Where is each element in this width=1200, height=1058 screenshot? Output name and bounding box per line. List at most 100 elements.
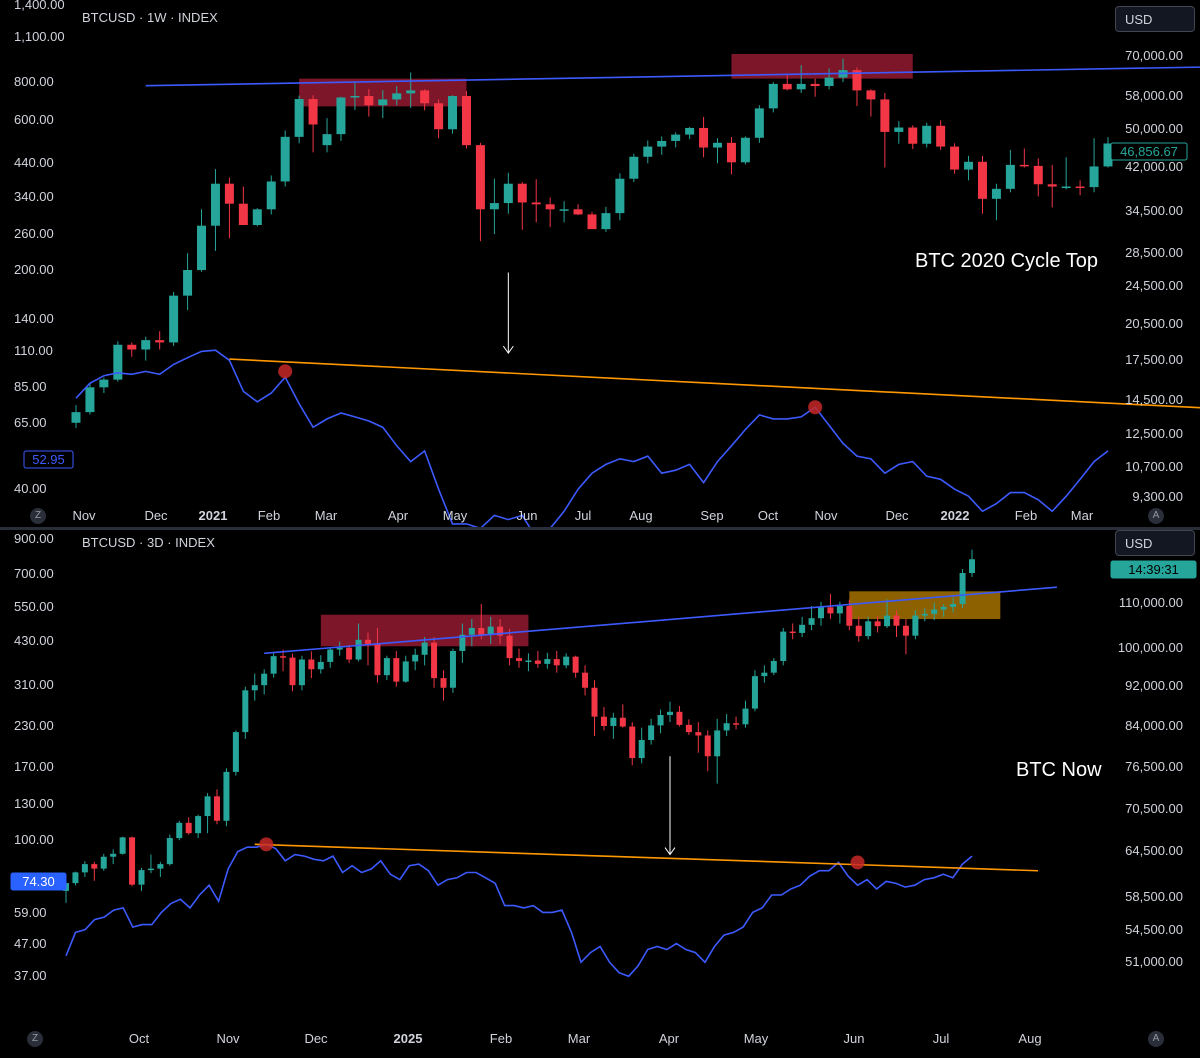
- candle-body: [475, 145, 485, 210]
- candle-body: [754, 108, 764, 138]
- x-axis-label: Mar: [568, 1031, 591, 1046]
- left-axis-tick-label: 130.00: [14, 796, 54, 811]
- candle-body: [478, 627, 485, 635]
- candle-body: [824, 77, 834, 87]
- candle-body: [110, 853, 117, 857]
- candle-body: [183, 270, 193, 296]
- candle-body: [85, 387, 95, 413]
- zoom-reset-icon[interactable]: Z: [27, 1031, 43, 1047]
- right-axis-tick-label: 84,000.00: [1125, 718, 1183, 733]
- candle-body: [936, 125, 946, 147]
- left-axis-tick-label: 170.00: [14, 759, 54, 774]
- candle-body: [782, 83, 792, 90]
- last-price-label: 14:39:31: [1128, 562, 1179, 577]
- candle-body: [355, 639, 362, 660]
- three-day-chart-canvas[interactable]: 900.00 700.00 550.00 430.00 310.00 230.00 170.…: [0, 530, 1200, 1053]
- candle-body: [846, 606, 853, 626]
- candle-body: [671, 134, 681, 141]
- candle-body: [964, 161, 974, 170]
- x-axis-label: May: [744, 1031, 769, 1046]
- right-axis-tick-label: 64,500.00: [1125, 843, 1183, 858]
- candle-body: [610, 717, 617, 726]
- candle-body: [1075, 186, 1085, 189]
- candle-body: [629, 156, 639, 179]
- rsi-line: [75, 349, 1109, 539]
- candle-body: [72, 872, 79, 884]
- x-axis-label: Jun: [844, 1031, 865, 1046]
- candle-body: [251, 685, 258, 691]
- candle-body: [346, 647, 353, 660]
- candle-body: [383, 658, 390, 676]
- currency-button[interactable]: USD: [1115, 6, 1195, 32]
- candle-body: [242, 690, 249, 733]
- x-axis-label: Mar: [315, 508, 338, 523]
- right-axis-tick-label: 20,500.00: [1125, 316, 1183, 331]
- last-price-label: 46,856.67: [1120, 144, 1178, 159]
- auto-scale-icon[interactable]: A: [1148, 1031, 1164, 1047]
- candle-body: [657, 140, 667, 147]
- x-axis-label: Feb: [490, 1031, 512, 1046]
- candle-body: [497, 626, 504, 636]
- pane-divider[interactable]: [0, 527, 1200, 530]
- candle-body: [761, 672, 768, 677]
- candle-body: [322, 134, 332, 146]
- candle-body: [940, 606, 947, 610]
- candle-body: [461, 95, 471, 146]
- candle-body: [350, 95, 360, 98]
- candle-body: [619, 717, 626, 727]
- candle-body: [214, 796, 220, 821]
- candle-body: [827, 607, 834, 614]
- weekly-chart-canvas[interactable]: 1,400.00 1,100.00 800.00 600.00 440.00 340.00…: [0, 0, 1200, 539]
- chart-pane-weekly[interactable]: 1,400.00 1,100.00 800.00 600.00 440.00 340.00…: [0, 0, 1200, 539]
- candle-body: [91, 864, 98, 869]
- candle-body: [912, 615, 919, 636]
- left-axis-tick-label: 140.00: [14, 311, 54, 326]
- x-axis-label: Jul: [933, 1031, 950, 1046]
- left-axis-tick-label: 700.00: [14, 566, 54, 581]
- right-axis-tick-label: 54,500.00: [1125, 922, 1183, 937]
- left-axis-tick-label: 440.00: [14, 155, 54, 170]
- candle-body: [81, 864, 88, 873]
- currency-button[interactable]: USD: [1115, 530, 1195, 556]
- x-axis-label: 2025: [394, 1031, 423, 1046]
- candle-body: [100, 856, 107, 869]
- candle-body: [406, 90, 416, 94]
- auto-scale-icon[interactable]: A: [1148, 508, 1164, 524]
- down-arrow-head: [502, 345, 514, 354]
- right-axis-tick-label: 50,000.00: [1125, 121, 1183, 136]
- right-axis-tick-label: 28,500.00: [1125, 245, 1183, 260]
- candle-body: [818, 607, 824, 619]
- left-axis-tick-label: 260.00: [14, 226, 54, 241]
- candle-body: [378, 99, 388, 106]
- chart-pane-3day[interactable]: 900.00 700.00 550.00 430.00 310.00 230.00 170.…: [0, 530, 1200, 1053]
- candle-body: [676, 711, 683, 725]
- candle-body: [308, 659, 315, 670]
- zoom-reset-icon[interactable]: Z: [30, 508, 46, 524]
- candle-body: [176, 822, 183, 839]
- candle-body: [420, 90, 430, 104]
- right-axis-tick-label: 24,500.00: [1125, 278, 1183, 293]
- candle-body: [280, 656, 287, 658]
- candle-body: [852, 70, 862, 91]
- candle-body: [808, 618, 815, 625]
- candle-body: [977, 161, 987, 199]
- symbol-label: BTCUSD · 1W · INDEX: [82, 10, 218, 25]
- x-axis-label: Oct: [758, 508, 779, 523]
- candle-body: [685, 724, 692, 733]
- x-axis-label: Dec: [144, 508, 168, 523]
- candle-body: [232, 732, 239, 772]
- candle-body: [796, 83, 806, 90]
- candle-body: [921, 613, 928, 616]
- left-axis-tick-label: 100.00: [14, 832, 54, 847]
- left-axis-tick-label: 550.00: [14, 599, 54, 614]
- candle-body: [559, 209, 569, 211]
- candle-body: [468, 627, 475, 635]
- candle-body: [866, 90, 876, 100]
- left-axis-tick-label: 47.00: [14, 936, 47, 951]
- candle-body: [534, 660, 541, 664]
- x-axis-label: Aug: [629, 508, 652, 523]
- x-axis-label: Jun: [517, 508, 538, 523]
- candle-body: [1061, 186, 1071, 189]
- candle-body: [699, 127, 709, 148]
- candle-body: [392, 93, 402, 100]
